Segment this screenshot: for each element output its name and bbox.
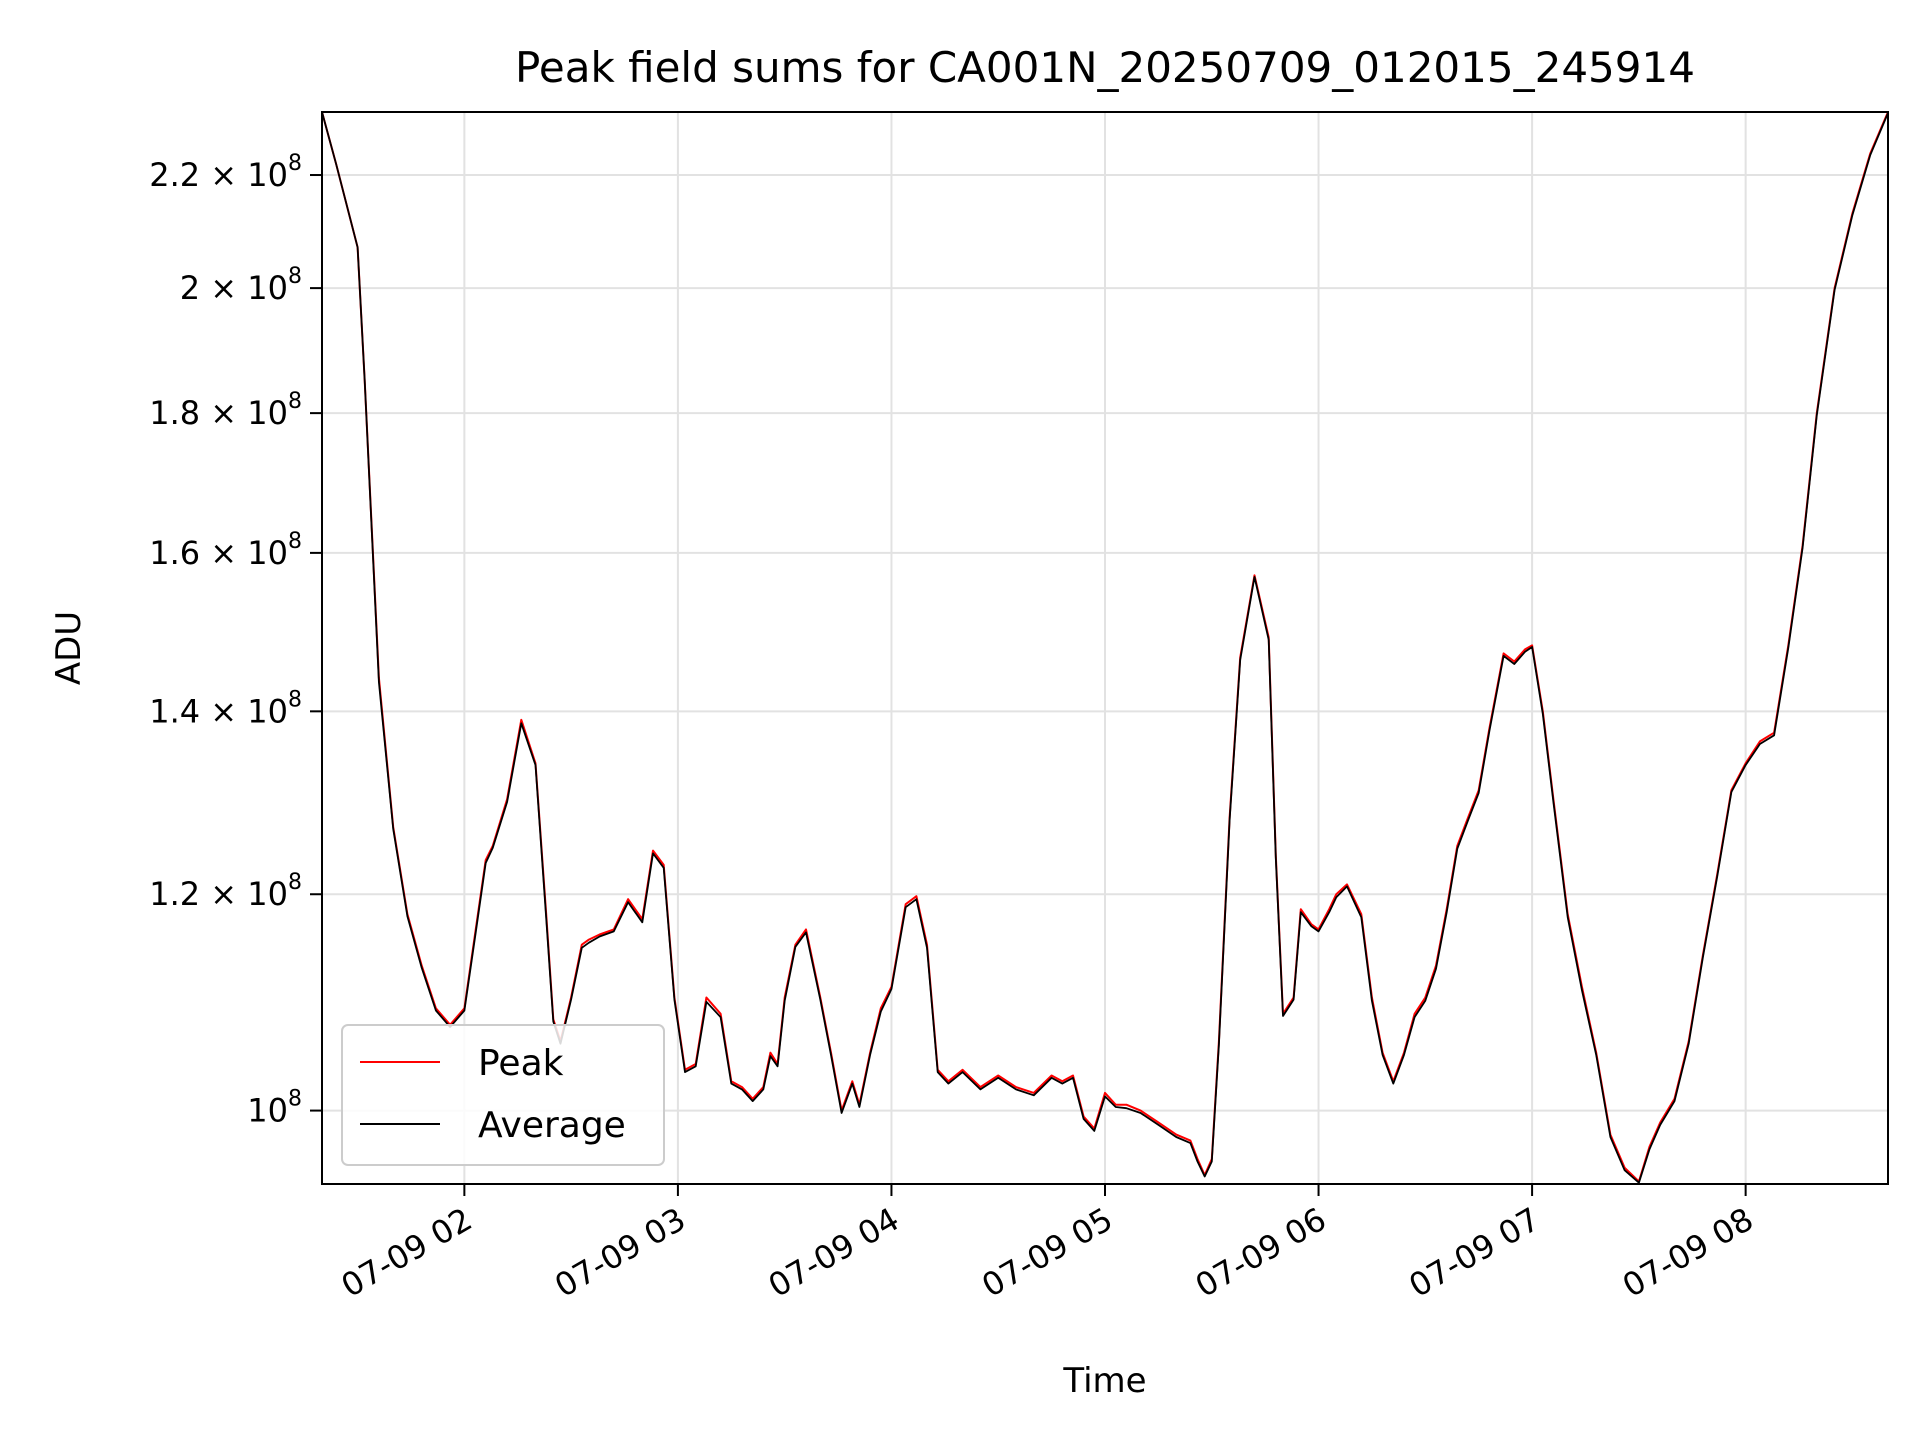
y-tick-label: 1.4 × 108	[149, 687, 302, 730]
y-tick-exponent: 8	[288, 687, 302, 712]
y-tick-label: 2.2 × 108	[149, 151, 302, 194]
y-tick-exponent: 8	[288, 529, 302, 554]
y-tick-exponent: 8	[288, 264, 302, 289]
series-lines	[321, 111, 1889, 1184]
legend-box	[341, 1024, 665, 1166]
y-tick-exponent: 8	[288, 1087, 302, 1112]
chart-title: Peak field sums for CA001N_20250709_0120…	[515, 43, 1695, 92]
y-tick-label: 1.6 × 108	[149, 529, 302, 572]
series-line-average	[321, 111, 1889, 1184]
legend-label-peak: Peak	[478, 1043, 564, 1084]
legend-label-average: Average	[478, 1105, 626, 1146]
x-axis-label: Time	[1062, 1361, 1146, 1401]
y-tick-exponent: 8	[288, 151, 302, 176]
y-tick-exponent: 8	[288, 870, 302, 895]
y-tick-label: 1.8 × 108	[149, 389, 302, 432]
y-tick-label: 1.2 × 108	[149, 870, 302, 913]
y-tick-label: 2 × 108	[180, 264, 302, 307]
y-axis-label: ADU	[49, 611, 89, 685]
legend: Peak Average	[341, 1024, 665, 1166]
y-tick-exponent: 8	[288, 389, 302, 414]
